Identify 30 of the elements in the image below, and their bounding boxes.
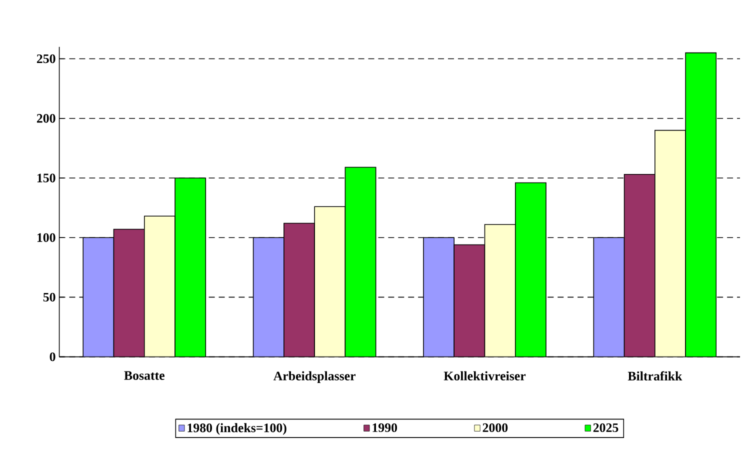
y-tick-label: 250 [36, 54, 56, 63]
bar [114, 229, 144, 357]
y-tick-label: 100 [37, 233, 56, 242]
x-tick-label: Kollektivreiser [444, 371, 526, 380]
bar [314, 206, 346, 357]
x-tick-label: Arbeidsplasser [273, 371, 356, 383]
bar [144, 216, 176, 357]
bar [284, 223, 315, 357]
legend-label: 2025 [593, 423, 618, 432]
x-tick-label: Bosatte [124, 371, 164, 380]
bar [593, 236, 625, 357]
bar [83, 237, 114, 357]
y-tick-label: 200 [36, 114, 56, 123]
bar [624, 174, 656, 357]
bar [345, 167, 376, 357]
legend-label: 1990 [372, 423, 398, 432]
y-tick-label: 50 [43, 292, 56, 302]
bar [454, 244, 485, 357]
bar [654, 130, 686, 357]
bar [175, 178, 206, 357]
bar [484, 224, 516, 357]
bar [685, 52, 717, 357]
legend-label: 1980 (indeks=100) [188, 422, 286, 435]
y-tick-label: 150 [37, 173, 56, 182]
bar [515, 182, 546, 357]
x-tick-label: Biltrafikk [628, 371, 682, 380]
legend-label: 2000 [482, 423, 508, 432]
bar [423, 237, 454, 357]
y-tick-label: 0 [50, 352, 56, 361]
bar [253, 237, 284, 357]
